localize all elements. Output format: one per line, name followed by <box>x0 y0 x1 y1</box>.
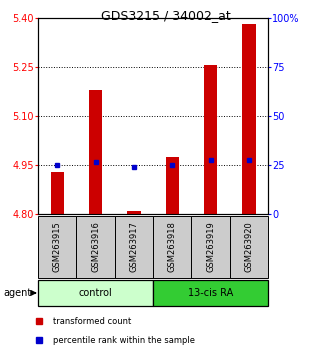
Bar <box>38 216 76 278</box>
Text: transformed count: transformed count <box>54 316 132 326</box>
Bar <box>89 90 102 214</box>
Bar <box>153 216 191 278</box>
Text: GSM263915: GSM263915 <box>53 222 62 272</box>
Text: GSM263917: GSM263917 <box>129 222 138 272</box>
Text: 13-cis RA: 13-cis RA <box>188 288 233 298</box>
Text: control: control <box>79 288 113 298</box>
Text: agent: agent <box>3 288 31 298</box>
Text: percentile rank within the sample: percentile rank within the sample <box>54 336 196 345</box>
Bar <box>51 172 64 214</box>
Bar <box>230 216 268 278</box>
Bar <box>191 216 230 278</box>
Bar <box>166 157 179 214</box>
Bar <box>242 24 256 214</box>
Bar <box>38 280 153 306</box>
Text: GDS3215 / 34002_at: GDS3215 / 34002_at <box>101 9 230 22</box>
Bar <box>127 211 141 214</box>
Bar <box>115 216 153 278</box>
Bar <box>153 280 268 306</box>
Text: GSM263918: GSM263918 <box>168 222 177 272</box>
Bar <box>76 216 115 278</box>
Text: GSM263920: GSM263920 <box>244 222 254 272</box>
Text: GSM263919: GSM263919 <box>206 222 215 272</box>
Bar <box>204 65 217 214</box>
Text: GSM263916: GSM263916 <box>91 222 100 272</box>
